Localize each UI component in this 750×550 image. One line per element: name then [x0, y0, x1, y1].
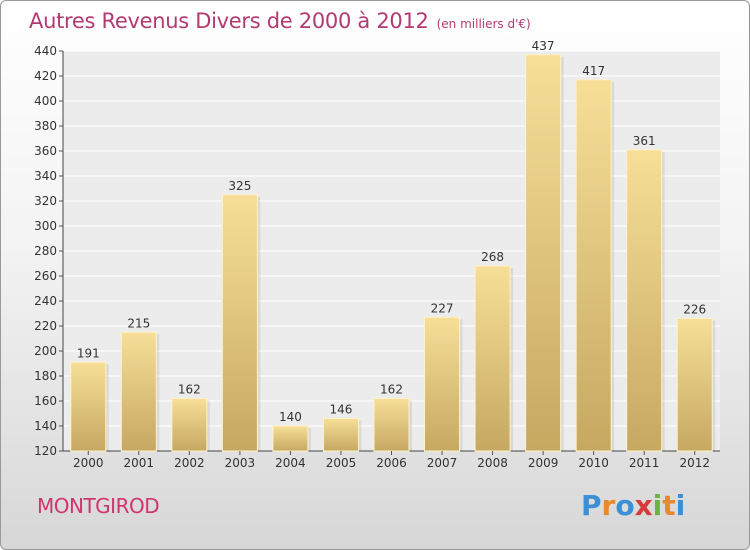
logo-letter: o [615, 489, 635, 522]
proxiti-logo: Proxiti [581, 489, 685, 522]
x-tick-label: 2005 [326, 456, 357, 470]
logo-letter: x [634, 489, 653, 522]
bar [575, 79, 612, 452]
bar-value-label: 268 [481, 250, 504, 264]
bar [70, 361, 107, 452]
y-tick-label: 360 [34, 144, 57, 158]
y-tick-label: 380 [34, 119, 57, 133]
logo-letter: i [652, 489, 663, 522]
logo-letter: t [662, 489, 676, 522]
bar-value-label: 162 [380, 383, 403, 397]
bar-value-label: 191 [77, 346, 100, 360]
y-tick-label: 440 [34, 44, 57, 58]
bar [221, 194, 258, 452]
x-tick-label: 2011 [629, 456, 660, 470]
bar [424, 316, 461, 452]
y-tick-label: 340 [34, 169, 57, 183]
y-tick-label: 400 [34, 94, 57, 108]
x-tick-label: 2006 [376, 456, 407, 470]
y-tick-label: 220 [34, 319, 57, 333]
y-tick-label: 300 [34, 219, 57, 233]
y-tick-label: 280 [34, 244, 57, 258]
bar [676, 318, 713, 452]
chart-title-unit: (en milliers d'€) [436, 17, 531, 31]
chart-title: Autres Revenus Divers de 2000 à 2012 (en … [29, 9, 531, 33]
bar [373, 398, 410, 452]
chart-title-main: Autres Revenus Divers de 2000 à 2012 [29, 9, 429, 33]
bar-value-label: 162 [178, 383, 201, 397]
y-tick-label: 160 [34, 394, 57, 408]
bar-value-label: 437 [532, 39, 555, 53]
y-tick-label: 120 [34, 444, 57, 458]
bar-value-label: 140 [279, 410, 302, 424]
x-tick-label: 2007 [427, 456, 458, 470]
y-tick-label: 140 [34, 419, 57, 433]
logo-letter: P [581, 489, 602, 522]
y-tick-label: 260 [34, 269, 57, 283]
bar-value-label: 226 [683, 303, 706, 317]
town-name: MONTGIROD [37, 494, 160, 518]
bar-value-label: 215 [127, 316, 150, 330]
bar-value-label: 227 [431, 301, 454, 315]
y-tick-label: 320 [34, 194, 57, 208]
bar-value-label: 146 [330, 403, 353, 417]
x-tick-label: 2004 [275, 456, 306, 470]
x-tick-label: 2000 [73, 456, 104, 470]
y-tick-label: 420 [34, 69, 57, 83]
y-tick-label: 200 [34, 344, 57, 358]
x-tick-label: 2012 [679, 456, 710, 470]
bar [474, 265, 511, 452]
bar-value-label: 325 [228, 179, 251, 193]
bar [525, 54, 562, 452]
x-tick-label: 2008 [477, 456, 508, 470]
bar [322, 418, 359, 452]
logo-letter: i [675, 489, 686, 522]
x-tick-label: 2003 [225, 456, 256, 470]
x-tick-label: 2001 [124, 456, 155, 470]
bar [171, 398, 208, 452]
bar [272, 425, 309, 452]
bar-value-label: 417 [582, 64, 605, 78]
bar [626, 149, 663, 452]
bar [120, 331, 157, 452]
y-tick-label: 240 [34, 294, 57, 308]
y-tick-label: 180 [34, 369, 57, 383]
x-tick-label: 2002 [174, 456, 205, 470]
x-tick-label: 2009 [528, 456, 559, 470]
logo-letter: r [601, 489, 616, 522]
x-tick-label: 2010 [578, 456, 609, 470]
bar-value-label: 361 [633, 134, 656, 148]
